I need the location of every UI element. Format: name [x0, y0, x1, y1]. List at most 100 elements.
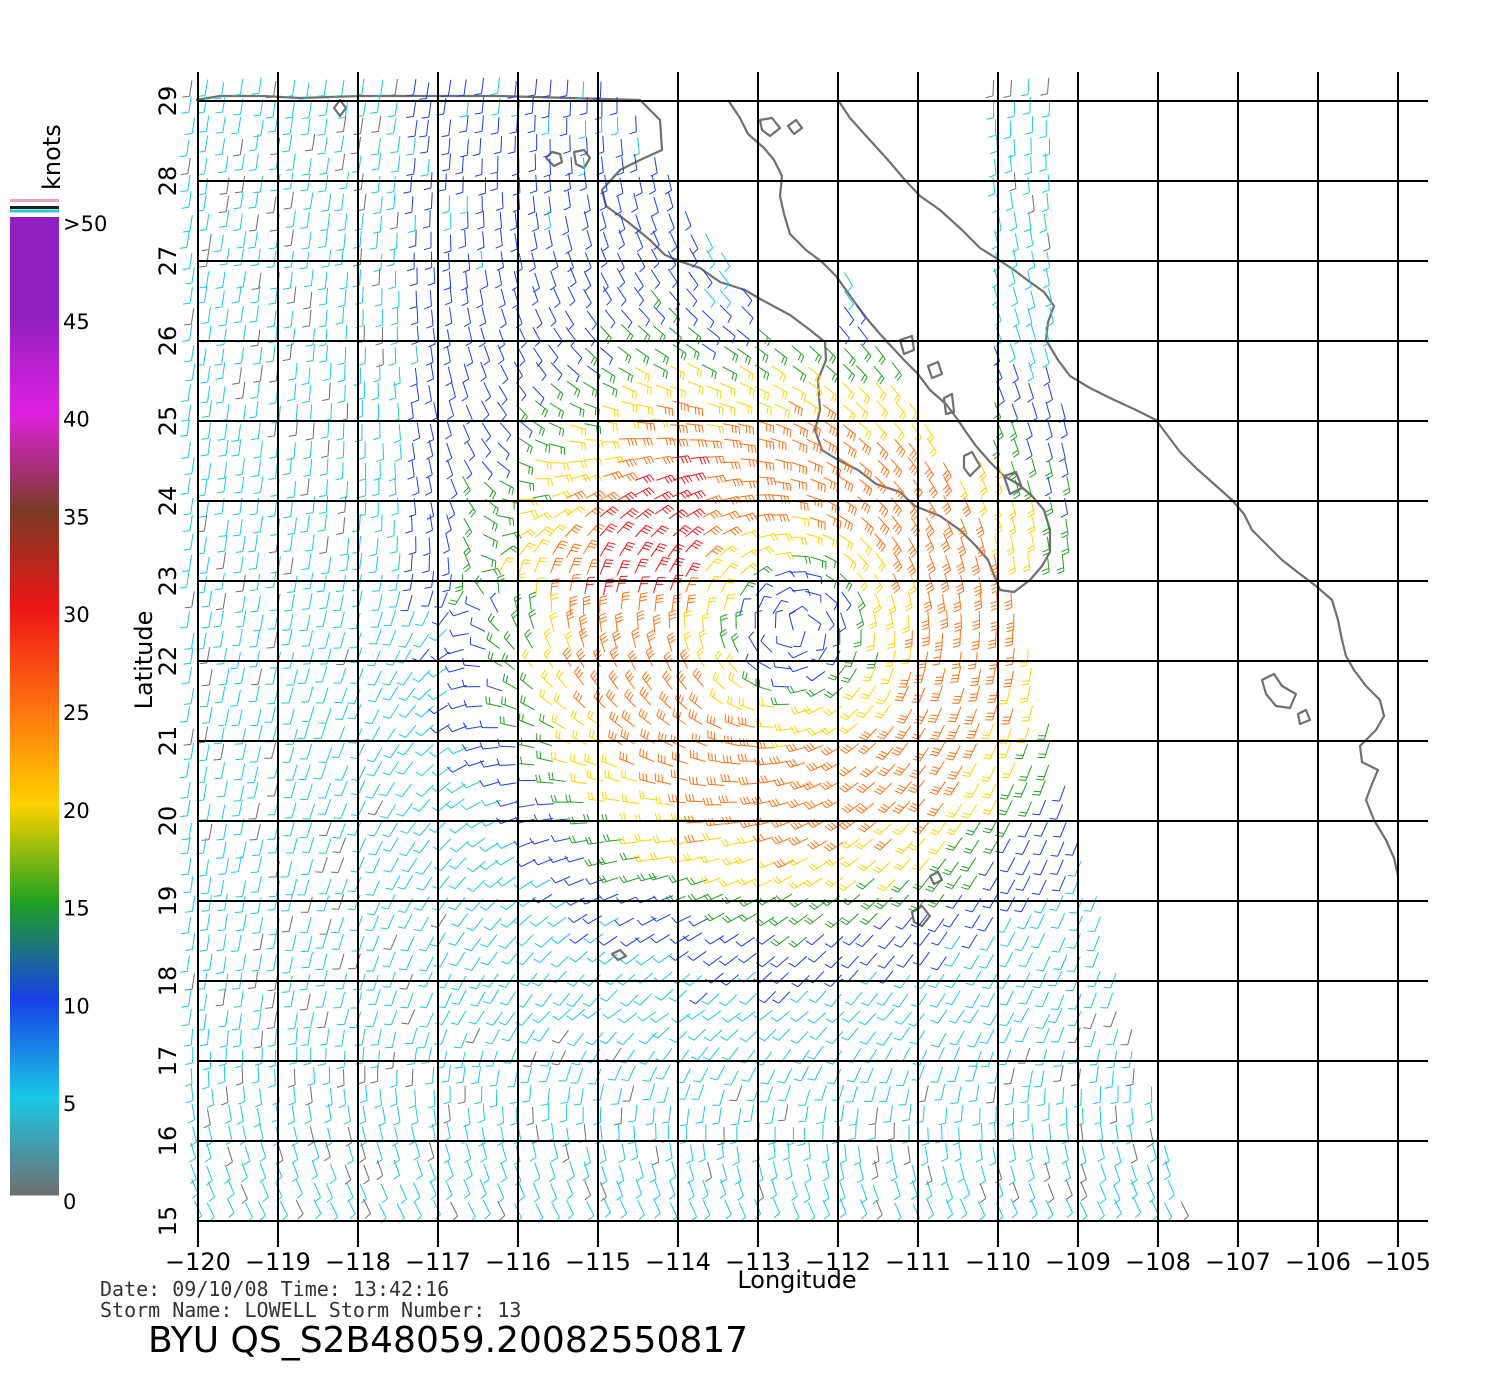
barb-feather — [251, 287, 259, 290]
barb-shaft — [464, 229, 467, 246]
barb-feather — [370, 515, 379, 519]
wind-barb — [182, 287, 193, 305]
barb-feather — [585, 302, 592, 309]
barb-feather — [608, 670, 614, 677]
barb-feather — [832, 466, 836, 474]
barb-feather — [991, 586, 999, 590]
barb-feather — [926, 585, 933, 591]
barb-shaft — [307, 118, 311, 135]
wind-barb — [925, 573, 934, 594]
barb-feather — [940, 618, 948, 623]
barb-feather — [455, 585, 463, 589]
wind-barb — [201, 422, 212, 440]
barb-feather — [844, 481, 848, 489]
wind-barb — [805, 572, 823, 585]
barb-feather — [954, 608, 962, 613]
barb-feather — [736, 479, 740, 487]
barb-shaft — [377, 115, 382, 132]
wind-barb — [685, 577, 699, 593]
barb-shaft — [792, 555, 809, 558]
barb-shaft — [669, 232, 678, 248]
barb-feather — [902, 626, 910, 630]
wind-barb — [739, 365, 754, 382]
wind-barb — [737, 348, 752, 365]
barb-shaft — [654, 504, 669, 515]
barb-feather — [899, 493, 905, 500]
barb-feather — [553, 357, 559, 364]
barb-feather — [534, 510, 539, 518]
barb-feather — [391, 512, 399, 516]
barb-shaft — [858, 437, 872, 449]
wind-barb — [548, 443, 566, 455]
barb-feather — [925, 525, 932, 531]
wind-barb — [321, 250, 332, 268]
barb-feather — [1045, 435, 1053, 441]
barb-feather — [701, 387, 704, 395]
barb-shaft — [344, 101, 349, 118]
barb-shaft — [582, 539, 593, 555]
barb-feather — [850, 485, 854, 493]
barb-feather — [847, 522, 851, 530]
barb-shaft — [254, 231, 258, 248]
wind-barb — [893, 422, 905, 442]
barb-feather — [653, 423, 656, 431]
barb-feather — [267, 628, 276, 630]
barb-feather — [249, 665, 257, 668]
barb-feather — [266, 266, 274, 268]
barb-feather — [746, 584, 755, 588]
barb-shaft — [757, 460, 774, 464]
wind-barb — [563, 135, 571, 154]
barb-feather — [988, 642, 996, 646]
barb-feather — [639, 266, 646, 273]
barb-feather — [683, 353, 687, 361]
barb-feather — [545, 444, 548, 452]
wind-barb — [617, 458, 637, 468]
barb-feather — [1012, 491, 1020, 496]
barb-feather — [706, 456, 710, 464]
barb-feather — [465, 341, 473, 347]
barb-feather — [680, 492, 686, 499]
barb-shaft — [601, 211, 607, 228]
wind-barb — [891, 361, 902, 382]
barb-feather — [882, 525, 887, 533]
barb-shaft — [203, 515, 208, 532]
barb-feather — [849, 412, 853, 420]
wind-barb — [690, 234, 699, 255]
wind-barb — [524, 628, 534, 649]
barb-feather — [319, 607, 327, 609]
barb-shaft — [532, 195, 536, 212]
barb-shaft — [186, 139, 190, 156]
barb-shaft — [614, 615, 618, 632]
barb-feather — [946, 490, 952, 497]
barb-feather — [555, 669, 561, 676]
barb-feather — [631, 208, 638, 213]
barb-shaft — [389, 686, 399, 701]
wind-barb — [266, 571, 277, 589]
barb-feather — [899, 434, 905, 442]
barb-shaft — [259, 176, 264, 192]
barb-feather — [990, 582, 998, 587]
wind-barb — [402, 573, 414, 592]
barb-feather — [1061, 548, 1069, 553]
wind-barb — [602, 382, 618, 398]
barb-feather — [543, 538, 551, 543]
wind-barb — [911, 424, 922, 444]
barb-shaft — [260, 476, 264, 493]
wind-barb — [236, 405, 247, 423]
barb-feather — [546, 478, 550, 486]
wind-barb — [420, 158, 430, 177]
wind-barb — [315, 666, 328, 683]
barb-feather — [268, 302, 276, 305]
barb-feather — [894, 563, 901, 570]
wind-barb — [336, 115, 347, 133]
wind-barb — [926, 554, 936, 575]
wind-barb — [827, 666, 845, 681]
barb-feather — [561, 540, 569, 544]
barb-shaft — [327, 213, 331, 230]
barb-shaft — [346, 271, 349, 288]
barb-feather — [563, 463, 566, 471]
barb-feather — [233, 321, 242, 324]
wind-barb — [446, 459, 454, 480]
wind-barb — [551, 251, 559, 271]
barb-feather — [990, 607, 999, 612]
